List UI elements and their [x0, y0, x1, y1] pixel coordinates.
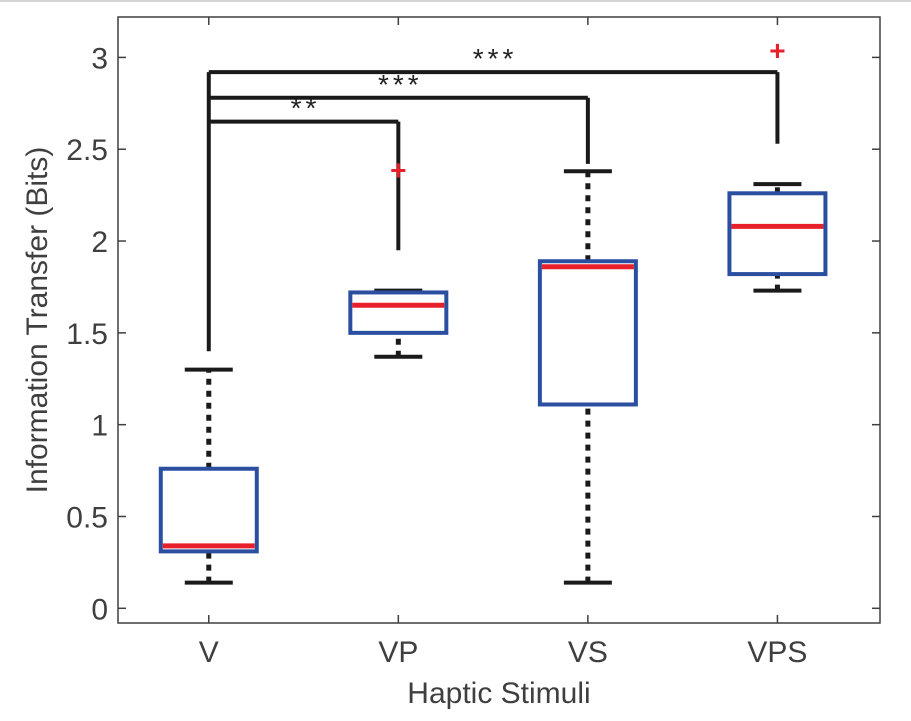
y-tick-label: 0.5: [66, 501, 108, 534]
x-tick-label: VP: [378, 636, 418, 669]
box-iqr: [348, 290, 449, 335]
box-vs: [537, 169, 638, 585]
top-border: [0, 0, 911, 2]
y-tick-label: 2.5: [66, 134, 108, 167]
y-tick-label: 2: [91, 226, 108, 259]
box-iqr: [537, 259, 638, 407]
y-tick-label: 3: [91, 42, 108, 75]
plot-frame: [117, 16, 881, 624]
box-iqr: [158, 466, 259, 554]
x-tick-label: V: [199, 636, 219, 669]
outlier-marker: +: [769, 35, 785, 66]
box-iqr: [727, 191, 828, 277]
box-v: [158, 367, 259, 585]
y-tick-label: 1.5: [66, 318, 108, 351]
y-axis-title: Information Transfer (Bits): [21, 147, 54, 494]
outlier-marker: +: [390, 154, 406, 185]
box-vp: +: [348, 154, 449, 359]
x-tick-label: VPS: [747, 636, 807, 669]
significance-label: ***: [473, 43, 518, 74]
axes-group: 0 0.5 1 1.5 2 2.5 3 V VP VS VPS: [66, 17, 880, 669]
x-tick-label: VS: [568, 636, 608, 669]
x-axis-title: Haptic Stimuli: [407, 677, 590, 710]
significance-group: ********: [206, 43, 780, 352]
y-tick-label: 1: [91, 410, 108, 443]
boxes-group: ++: [158, 35, 828, 585]
y-tick-label: 0: [91, 593, 108, 626]
box-vps: +: [727, 35, 828, 293]
